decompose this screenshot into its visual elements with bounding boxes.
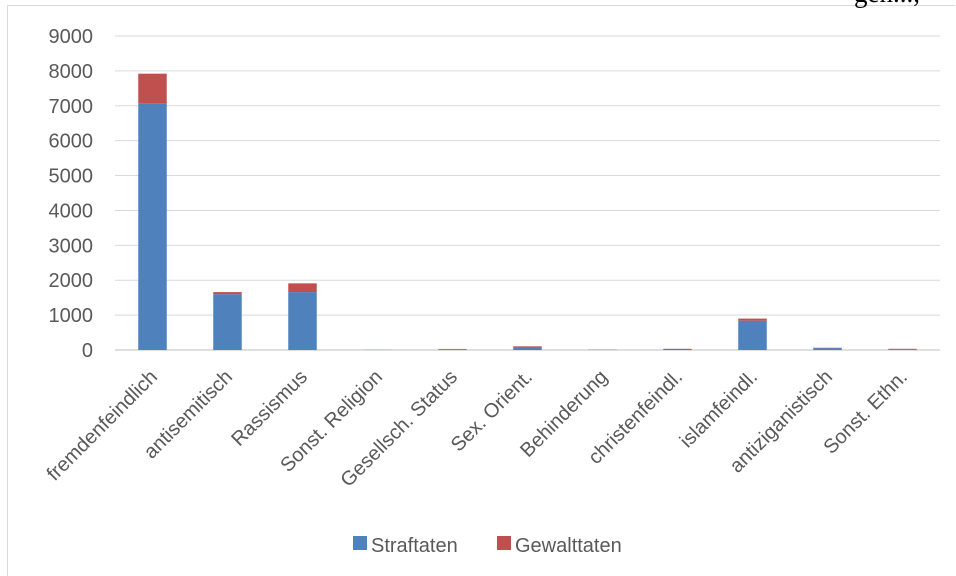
bar-straftaten-0: [138, 103, 167, 350]
chart-frame: [7, 5, 955, 576]
bar-straftaten-8: [738, 320, 767, 350]
y-tick-label: 5000: [49, 166, 94, 188]
bar-gewalttaten-8: [738, 318, 767, 321]
legend-label-straftaten: Straftaten: [371, 535, 458, 557]
y-tick-label: 4000: [49, 200, 94, 222]
bar-straftaten-4: [438, 349, 467, 350]
bar-straftaten-5: [513, 347, 542, 350]
y-tick-label: 8000: [49, 61, 94, 83]
legend: Straftaten Gewalttaten: [353, 535, 622, 557]
y-tick-label: 9000: [49, 26, 94, 48]
legend-swatch-gewalttaten: [497, 536, 511, 550]
gridlines: [115, 35, 940, 351]
bar-straftaten-9: [813, 348, 842, 350]
y-tick-label: 7000: [49, 96, 94, 118]
y-tick-label: 1000: [49, 305, 94, 327]
y-tick-label: 6000: [49, 131, 94, 153]
bar-gewalttaten-0: [138, 73, 167, 104]
x-tick-label: fremdenfeindlich: [43, 366, 162, 485]
legend-swatch-straftaten: [353, 536, 367, 550]
y-tick-label: 2000: [49, 270, 94, 292]
bar-straftaten-10: [888, 349, 917, 350]
y-tick-labels: 0 1000 2000 3000 4000 5000 6000 7000 8000 9000: [49, 26, 94, 362]
y-tick-label: 3000: [49, 235, 94, 257]
bars: [138, 73, 917, 350]
bar-gewalttaten-1: [213, 292, 242, 295]
page-header-fragment: gen...,: [854, 0, 920, 9]
x-tick-labels: fremdenfeindlichantisemitischRassismusSo…: [43, 366, 912, 492]
bar-gewalttaten-5: [513, 346, 542, 348]
legend-label-gewalttaten: Gewalttaten: [515, 535, 622, 557]
bar-straftaten-2: [288, 292, 317, 350]
bar-straftaten-1: [213, 294, 242, 350]
bar-gewalttaten-2: [288, 283, 317, 293]
y-tick-label: 0: [82, 340, 93, 362]
bar-straftaten-7: [663, 348, 692, 350]
